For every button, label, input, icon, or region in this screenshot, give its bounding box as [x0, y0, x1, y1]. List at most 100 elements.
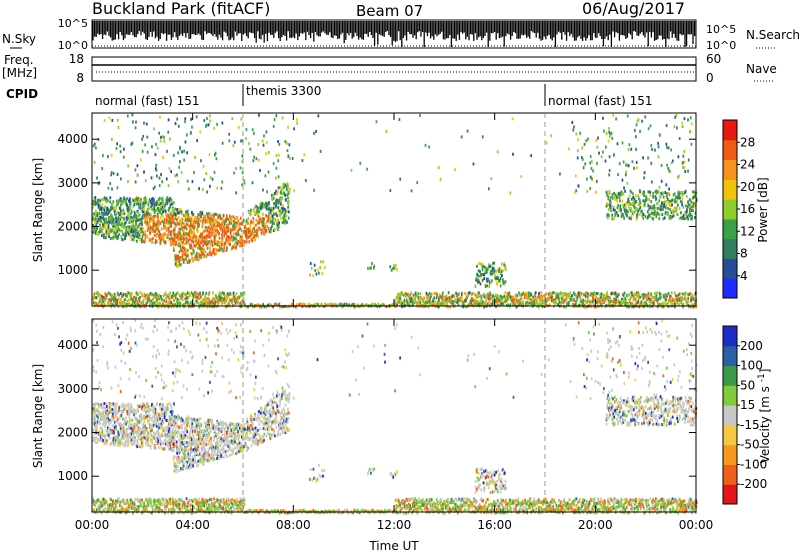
- echo-cell: [389, 188, 392, 192]
- echo-cell: [506, 291, 509, 295]
- echo-cell: [663, 200, 666, 204]
- echo-cell: [127, 207, 130, 211]
- echo-cell: [205, 300, 208, 304]
- echo-cell: [270, 206, 273, 210]
- echo-cell: [151, 240, 153, 244]
- echo-cell: [602, 150, 604, 154]
- echo-cell: [135, 291, 138, 295]
- echo-cell: [179, 237, 182, 241]
- nave-label: Nave: [746, 62, 777, 76]
- echo-cell: [493, 296, 495, 300]
- echo-cell: [93, 227, 96, 231]
- echo-cell: [204, 294, 206, 298]
- echo-cell: [201, 212, 203, 216]
- noise-right-label: N.Search: [746, 28, 800, 42]
- echo-cell: [690, 297, 693, 301]
- echo-cell: [211, 227, 214, 231]
- echo-cell: [135, 219, 137, 223]
- echo-cell: [598, 151, 600, 155]
- echo-cell: [263, 134, 265, 138]
- echo-cell: [228, 227, 231, 231]
- echo-cell: [528, 296, 530, 300]
- echo-cell: [464, 292, 466, 296]
- echo-cell: [637, 297, 640, 301]
- echo-cell: [182, 240, 185, 244]
- echo-cell: [502, 301, 505, 305]
- echo-cell: [191, 180, 194, 184]
- echo-cell: [134, 229, 137, 233]
- echo-cell: [577, 138, 579, 142]
- echo-cell: [287, 200, 290, 204]
- echo-cell: [321, 272, 324, 276]
- echo-cell: [185, 300, 187, 304]
- echo-cell: [372, 266, 375, 270]
- echo-cell: [158, 293, 160, 297]
- echo-cell: [655, 297, 658, 301]
- echo-cell: [249, 234, 251, 238]
- echo-cell: [253, 211, 256, 215]
- echo-cell: [100, 207, 102, 211]
- echo-cell: [201, 238, 204, 242]
- echo-cell: [200, 249, 203, 253]
- echo-cell: [272, 208, 274, 212]
- echo-cell: [149, 217, 151, 221]
- echo-cell: [136, 218, 139, 222]
- echo-cell: [209, 227, 212, 231]
- echo-cell: [138, 197, 140, 201]
- echo-cell: [413, 297, 416, 301]
- echo-cell: [425, 302, 427, 306]
- echo-cell: [171, 218, 174, 222]
- echo-cell: [510, 295, 512, 299]
- echo-cell: [174, 293, 176, 297]
- echo-cell: [172, 305, 175, 309]
- echo-cell: [228, 132, 230, 136]
- echo-cell: [511, 297, 514, 301]
- echo-cell: [153, 222, 156, 226]
- echo-cell: [154, 226, 157, 230]
- echo-cell: [187, 223, 190, 227]
- echo-cell: [674, 115, 676, 119]
- echo-cell: [234, 297, 237, 301]
- echo-cell: [162, 235, 165, 239]
- echo-cell: [595, 295, 597, 299]
- echo-cell: [674, 294, 677, 298]
- echo-cell: [650, 204, 653, 208]
- echo-cell: [120, 203, 122, 207]
- echo-cell: [518, 291, 520, 295]
- echo-cell: [433, 296, 436, 300]
- echo-cell: [286, 149, 289, 153]
- echo-cell: [492, 262, 494, 266]
- echo-cell: [352, 302, 354, 306]
- echo-cell: [624, 296, 627, 300]
- echo-cell: [585, 291, 588, 295]
- echo-cell: [211, 251, 214, 255]
- echo-cell: [262, 188, 264, 192]
- echo-cell: [164, 241, 167, 245]
- echo-cell: [166, 200, 169, 204]
- echo-cell: [186, 296, 188, 300]
- echo-cell: [256, 232, 258, 236]
- echo-cell: [251, 227, 254, 231]
- echo-cell: [545, 292, 548, 296]
- echo-cell: [128, 218, 131, 222]
- echo-cell: [174, 213, 177, 217]
- echo-cell: [206, 220, 209, 224]
- echo-cell: [279, 197, 282, 201]
- echo-cell: [170, 243, 172, 247]
- echo-cell: [631, 202, 634, 206]
- echo-cell: [280, 211, 283, 215]
- echo-cell: [208, 291, 211, 295]
- echo-cell: [135, 296, 137, 300]
- echo-cell: [213, 126, 215, 130]
- echo-cell: [131, 221, 134, 225]
- echo-cell: [661, 204, 663, 208]
- echo-cell: [247, 235, 250, 239]
- echo-cell: [117, 213, 120, 217]
- echo-cell: [453, 300, 456, 304]
- echo-cell: [118, 220, 121, 224]
- echo-cell: [100, 228, 102, 232]
- echo-cell: [583, 293, 586, 297]
- echo-cell: [202, 216, 205, 220]
- echo-cell: [376, 305, 379, 309]
- echo-cell: [214, 151, 217, 155]
